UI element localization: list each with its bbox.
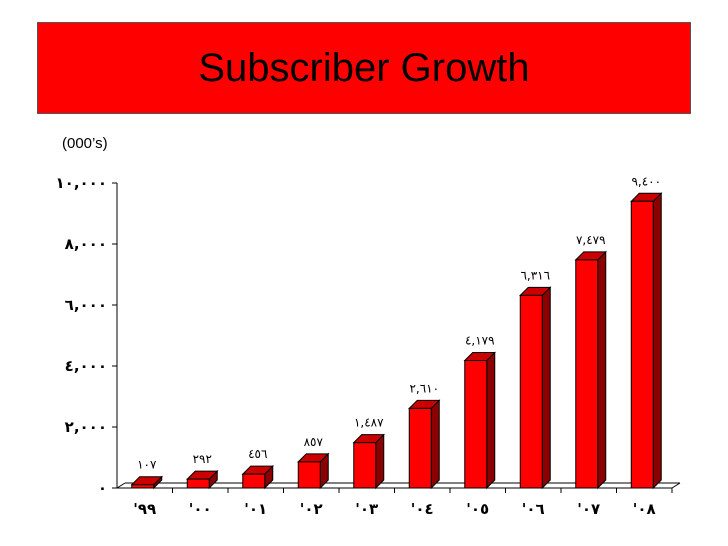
- chart-labels: ١٠٧ '٩٩ ٢٩٢ '٠٠ ٤٥٦ '٠١ ٨٥٧ '٠٢ ١,٤٨٧ '٠٣ ٢,٦١٠ '٠٤…: [133, 174, 661, 518]
- x-tick-label: '٩٩: [133, 500, 156, 518]
- bar: [186, 478, 210, 489]
- y-tick-label: ٤,٠٠٠: [65, 357, 107, 375]
- data-label: ١٠٧: [137, 458, 157, 472]
- bar: [519, 294, 543, 489]
- x-tick-label: '٠٨: [633, 500, 656, 518]
- bar-side: [486, 351, 496, 490]
- data-label: ٦,٣١٦: [520, 268, 550, 282]
- bar-side: [541, 286, 551, 490]
- data-label: ٨٥٧: [304, 435, 324, 449]
- bar-side: [375, 433, 385, 490]
- bar: [575, 259, 599, 489]
- x-tick-label: '٠٣: [355, 500, 378, 518]
- y-tick-label: ٢,٠٠٠: [65, 418, 107, 436]
- data-label: ٩,٤٠٠: [631, 174, 661, 188]
- chart-bars: [130, 192, 663, 490]
- data-label: ٧,٤٧٩: [576, 233, 606, 247]
- x-axis-depth-left: [116, 482, 126, 489]
- bar: [131, 484, 155, 489]
- bar-side: [430, 399, 440, 490]
- x-tick-label: '٠٧: [577, 500, 600, 518]
- unit-label: (000’s): [62, 135, 108, 152]
- x-tick-label: '٠٤: [411, 500, 434, 518]
- bar: [464, 360, 488, 489]
- y-tick-label: ١٠,٠٠٠: [56, 174, 107, 192]
- x-axis-depth-right: [671, 482, 681, 489]
- bar: [242, 473, 266, 489]
- bar-side: [597, 250, 607, 490]
- data-label: ٤٥٦: [248, 447, 267, 461]
- x-tick-label: '٠٢: [300, 500, 323, 518]
- x-tick-label: '٠٠: [189, 500, 212, 518]
- x-tick-label: '٠٦: [522, 500, 545, 518]
- data-label: ٤,١٧٩: [465, 334, 495, 348]
- x-tick-label: '٠٥: [466, 500, 489, 518]
- title-banner: Subscriber Growth: [37, 22, 691, 114]
- chart-title: Subscriber Growth: [198, 45, 530, 90]
- data-label: ١,٤٨٧: [354, 416, 384, 430]
- bar: [297, 461, 321, 489]
- y-tick-label: ٨,٠٠٠: [65, 235, 107, 253]
- y-tick-label: ٠: [98, 479, 107, 497]
- bar-side: [652, 192, 662, 490]
- data-label: ٢,٦١٠: [409, 381, 439, 395]
- x-tick-label: '٠١: [244, 500, 267, 518]
- bar: [408, 407, 432, 489]
- data-label: ٢٩٢: [193, 452, 212, 466]
- y-tick-label: ٦,٠٠٠: [65, 296, 107, 314]
- bar: [353, 442, 377, 489]
- bar: [630, 200, 654, 489]
